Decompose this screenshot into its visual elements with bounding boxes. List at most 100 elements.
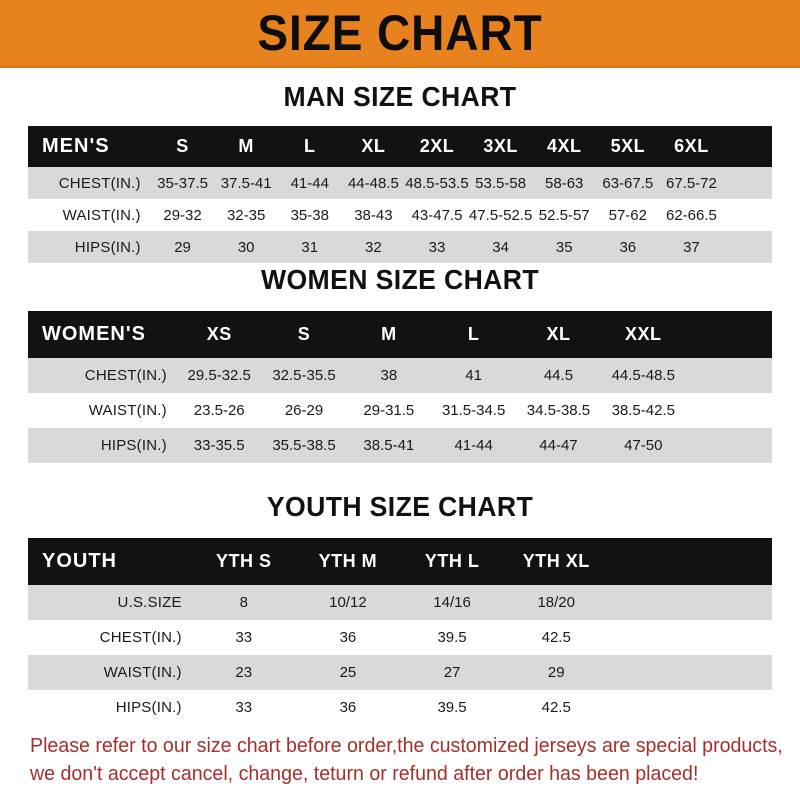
youth-row-label-u-s-size: U.S.SIZE <box>117 594 182 611</box>
table-cell: 34 <box>492 238 509 256</box>
table-cell: 38.5-42.5 <box>611 402 675 419</box>
table-row: WAIST(IN.) 23.5-26 26-29 29-31.5 31.5-34.5 34… <box>28 393 772 428</box>
table-cell: 52.5-57 <box>538 206 590 224</box>
women-row-spacer <box>686 358 772 393</box>
youth-row-spacer <box>608 585 772 620</box>
page-title: SIZE CHART <box>257 5 543 61</box>
women-header-spacer <box>686 311 772 358</box>
youth-size-header-yth-m: YTH M <box>318 551 378 571</box>
youth-size-table: YOUTH YTH S YTH M YTH L YTH XL U.S.SIZE 8 10/12… <box>28 538 772 725</box>
women-row-spacer <box>686 393 772 428</box>
men-size-table: MEN'S S M L XL 2XL 3XL 4XL 5XL 6XL CHEST(IN.) 35-37… <box>28 126 772 263</box>
youth-row-label-chest-in-: CHEST(IN.) <box>99 629 182 646</box>
men-row-spacer <box>723 231 772 263</box>
table-cell: 29-31.5 <box>363 402 415 419</box>
men-table-body: MEN'S S M L XL 2XL 3XL 4XL 5XL 6XL CHEST(IN.) 35-37… <box>28 126 772 263</box>
women-size-header-s: S <box>297 324 311 344</box>
table-cell: 47-50 <box>624 437 663 454</box>
men-section: MAN SIZE CHART MEN'S S M L XL 2XL 3XL 4XL 5XL 6XL… <box>28 82 772 263</box>
youth-section: YOUTH SIZE CHART YOUTH YTH S YTH M YTH L YTH… <box>28 492 772 725</box>
table-cell: 35 <box>555 238 573 256</box>
table-cell: 27 <box>443 664 461 681</box>
table-cell: 42.5 <box>541 699 571 716</box>
men-size-header-2xl: 2XL <box>419 136 455 156</box>
table-cell: 33 <box>235 699 253 716</box>
table-cell: 44.5 <box>543 367 574 384</box>
table-row: CHEST(IN.) 35-37.5 37.5-41 41-44 44-48.5 48.5… <box>28 167 772 199</box>
youth-size-header-yth-l: YTH L <box>424 551 480 571</box>
men-section-title: MAN SIZE CHART <box>283 81 517 112</box>
men-size-header-xl: XL <box>361 136 386 156</box>
table-cell: 8 <box>239 594 248 611</box>
table-cell: 42.5 <box>541 629 571 646</box>
table-cell: 23.5-26 <box>193 402 245 419</box>
page-banner: SIZE CHART <box>0 0 800 68</box>
table-cell: 34.5-38.5 <box>526 402 591 419</box>
table-row: WAIST(IN.) 23 25 27 29 <box>28 655 772 690</box>
table-cell: 32 <box>365 238 382 256</box>
table-cell: 44-48.5 <box>347 174 399 192</box>
table-cell: 14/16 <box>433 594 471 611</box>
table-row: U.S.SIZE 8 10/12 14/16 18/20 <box>28 585 772 620</box>
table-cell: 26-29 <box>284 402 324 419</box>
men-row-label-waist-in-: WAIST(IN.) <box>62 206 141 224</box>
table-cell: 31 <box>301 238 319 256</box>
table-cell: 36 <box>339 699 357 716</box>
table-cell: 38-43 <box>354 206 393 224</box>
men-size-header-6xl: 6XL <box>674 136 709 156</box>
table-row: HIPS(IN.) 29 30 31 32 33 34 35 36 37 <box>28 231 772 263</box>
men-row-label-chest-in-: CHEST(IN.) <box>58 174 141 192</box>
table-cell: 43-47.5 <box>411 206 463 224</box>
youth-row-spacer <box>608 655 772 690</box>
women-size-header-xs: XS <box>206 324 232 344</box>
table-cell: 37.5-41 <box>220 174 272 192</box>
table-cell: 29-32 <box>163 206 202 224</box>
women-size-header-l: L <box>467 324 480 344</box>
order-policy-note: Please refer to our size chart before or… <box>30 732 783 788</box>
table-cell: 41-44 <box>454 437 493 454</box>
table-cell: 25 <box>339 664 357 681</box>
table-cell: 36 <box>339 629 357 646</box>
order-policy-note-line-1: Please refer to our size chart before or… <box>30 735 783 757</box>
youth-section-title: YOUTH SIZE CHART <box>266 491 534 522</box>
women-corner-label: WOMEN'S <box>42 323 146 345</box>
table-row: CHEST(IN.) 33 36 39.5 42.5 <box>28 620 772 655</box>
table-cell: 29.5-32.5 <box>187 367 251 384</box>
table-cell: 30 <box>237 238 255 256</box>
table-cell: 53.5-58 <box>475 174 527 192</box>
women-size-header-m: M <box>381 324 397 344</box>
table-cell: 31.5-34.5 <box>441 402 506 419</box>
table-cell: 36 <box>619 238 637 256</box>
table-cell: 18/20 <box>537 594 575 611</box>
men-size-header-s: S <box>176 136 189 156</box>
men-header-spacer <box>723 126 772 167</box>
table-row: HIPS(IN.) 33 36 39.5 42.5 <box>28 690 772 725</box>
youth-header-spacer <box>608 538 772 585</box>
youth-table-header-row: YOUTH YTH S YTH M YTH L YTH XL <box>28 538 772 585</box>
youth-corner-label: YOUTH <box>42 550 117 572</box>
women-section-title: WOMEN SIZE CHART <box>261 264 539 295</box>
table-cell: 23 <box>235 664 253 681</box>
table-cell: 63-67.5 <box>602 174 654 192</box>
women-section: WOMEN SIZE CHART WOMEN'S XS S M L XL XXL CHEST(… <box>28 265 772 463</box>
table-cell: 37 <box>683 238 700 256</box>
men-row-label-hips-in-: HIPS(IN.) <box>74 238 141 256</box>
table-cell: 44-47 <box>539 437 578 454</box>
table-cell: 47.5-52.5 <box>468 206 533 224</box>
women-row-label-chest-in-: CHEST(IN.) <box>84 367 167 384</box>
women-size-table: WOMEN'S XS S M L XL XXL CHEST(IN.) 29.5-32.5 32.5… <box>28 311 772 463</box>
table-cell: 48.5-53.5 <box>405 174 469 192</box>
table-cell: 32-35 <box>226 206 266 224</box>
women-table-header-row: WOMEN'S XS S M L XL XXL <box>28 311 772 358</box>
women-size-header-xl: XL <box>546 324 571 344</box>
table-cell: 29 <box>547 664 565 681</box>
order-policy-note-line-2: we don't accept cancel, change, teturn o… <box>30 763 699 785</box>
men-size-header-l: L <box>304 136 316 156</box>
men-size-header-5xl: 5XL <box>610 136 646 156</box>
women-row-label-hips-in-: HIPS(IN.) <box>100 437 167 454</box>
men-size-header-m: M <box>238 136 254 156</box>
table-cell: 38.5-41 <box>363 437 415 454</box>
table-cell: 10/12 <box>329 594 367 611</box>
table-cell: 29 <box>174 238 191 256</box>
